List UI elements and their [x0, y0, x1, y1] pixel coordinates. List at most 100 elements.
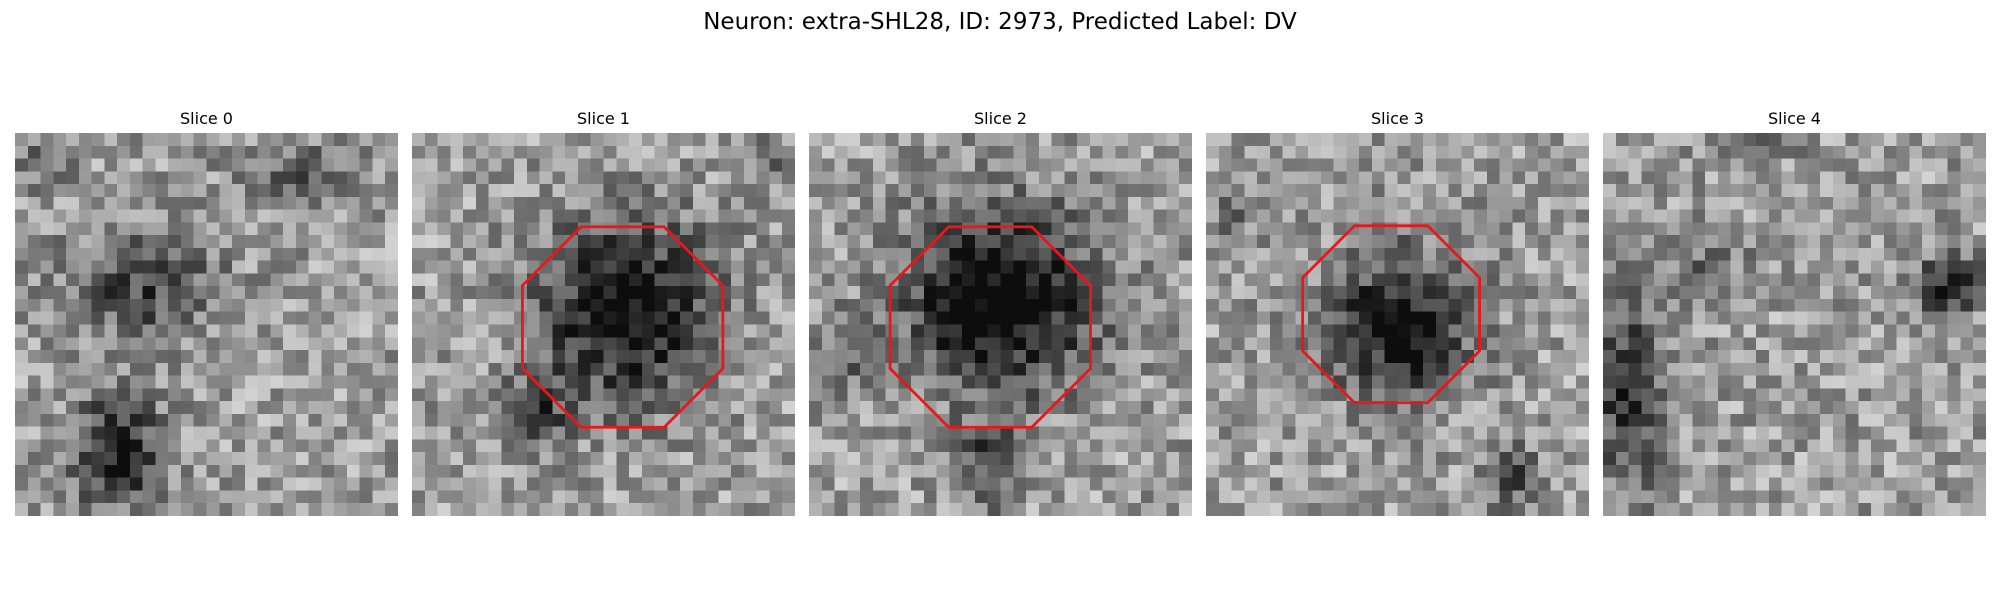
- pixel: [1550, 362, 1564, 376]
- pixel: [104, 247, 118, 261]
- pixel: [155, 337, 169, 351]
- pixel: [346, 298, 360, 312]
- pixel: [1896, 184, 1910, 198]
- pixel: [1832, 464, 1846, 478]
- pixel: [1410, 452, 1424, 466]
- pixel: [1858, 375, 1872, 389]
- pixel: [911, 133, 925, 147]
- pixel: [1333, 350, 1347, 364]
- pixel: [1756, 413, 1770, 427]
- pixel: [1756, 464, 1770, 478]
- pixel: [15, 235, 29, 249]
- pixel: [949, 286, 963, 300]
- pixel: [1768, 286, 1782, 300]
- pixel: [450, 273, 464, 287]
- pixel: [1038, 222, 1052, 236]
- pixel: [1153, 209, 1167, 223]
- pixel: [539, 273, 553, 287]
- pixel: [680, 184, 694, 198]
- pixel: [641, 298, 655, 312]
- pixel: [475, 439, 489, 453]
- pixel: [514, 196, 528, 210]
- pixel: [1499, 413, 1513, 427]
- pixel: [1102, 324, 1116, 338]
- pixel: [1743, 350, 1757, 364]
- pixel: [1435, 222, 1449, 236]
- pixel: [1397, 209, 1411, 223]
- pixel: [346, 235, 360, 249]
- pixel: [1359, 413, 1373, 427]
- pixel: [1115, 439, 1129, 453]
- pixel: [385, 388, 398, 402]
- pixel: [1858, 260, 1872, 274]
- pixel: [1448, 426, 1462, 440]
- pixel: [372, 388, 386, 402]
- pixel: [1576, 324, 1589, 338]
- pixel: [1717, 286, 1731, 300]
- pixel: [692, 171, 706, 185]
- pixel: [412, 222, 426, 236]
- pixel: [1934, 286, 1948, 300]
- pixel: [1435, 362, 1449, 376]
- pixel: [1832, 477, 1846, 491]
- pixel: [1615, 375, 1629, 389]
- pixel: [809, 133, 823, 147]
- pixel: [667, 503, 681, 516]
- pixel: [1423, 337, 1437, 351]
- pixel: [1692, 337, 1706, 351]
- pixel: [577, 247, 591, 261]
- pixel: [475, 362, 489, 376]
- pixel: [1628, 439, 1642, 453]
- pixel: [244, 464, 258, 478]
- pixel: [885, 388, 899, 402]
- pixel: [782, 477, 795, 491]
- pixel: [53, 375, 67, 389]
- pixel: [987, 503, 1001, 516]
- pixel: [1666, 426, 1680, 440]
- pixel: [1756, 209, 1770, 223]
- pixel: [1717, 375, 1731, 389]
- pixel: [40, 247, 54, 261]
- pixel: [1896, 477, 1910, 491]
- pixel: [1794, 477, 1808, 491]
- pixel: [463, 413, 477, 427]
- pixel: [1397, 464, 1411, 478]
- pixel: [680, 260, 694, 274]
- pixel: [1128, 426, 1142, 440]
- pixel: [257, 158, 271, 172]
- pixel: [463, 464, 477, 478]
- pixel: [1960, 298, 1974, 312]
- pixel: [78, 452, 92, 466]
- pixel: [1179, 401, 1192, 415]
- pixel: [1781, 158, 1795, 172]
- pixel: [488, 184, 502, 198]
- pixel: [180, 375, 194, 389]
- pixel: [1410, 273, 1424, 287]
- pixel: [66, 503, 80, 516]
- pixel: [1858, 298, 1872, 312]
- pixel: [1269, 413, 1283, 427]
- pixel: [1257, 413, 1271, 427]
- pixel: [66, 209, 80, 223]
- pixel: [1499, 401, 1513, 415]
- pixel: [1115, 452, 1129, 466]
- pixel: [168, 490, 182, 504]
- pixel: [1807, 413, 1821, 427]
- pixel: [501, 477, 515, 491]
- pixel: [27, 145, 41, 159]
- pixel: [270, 247, 284, 261]
- pixel: [334, 439, 348, 453]
- pixel: [1257, 235, 1271, 249]
- pixel: [936, 209, 950, 223]
- pixel: [1499, 477, 1513, 491]
- pixel: [1038, 439, 1052, 453]
- pixel: [15, 362, 29, 376]
- pixel: [641, 273, 655, 287]
- pixel: [142, 171, 156, 185]
- pixel: [1654, 375, 1668, 389]
- pixel: [514, 337, 528, 351]
- pixel: [1038, 133, 1052, 147]
- pixel: [1089, 196, 1103, 210]
- pixel: [654, 171, 668, 185]
- pixel: [1064, 413, 1078, 427]
